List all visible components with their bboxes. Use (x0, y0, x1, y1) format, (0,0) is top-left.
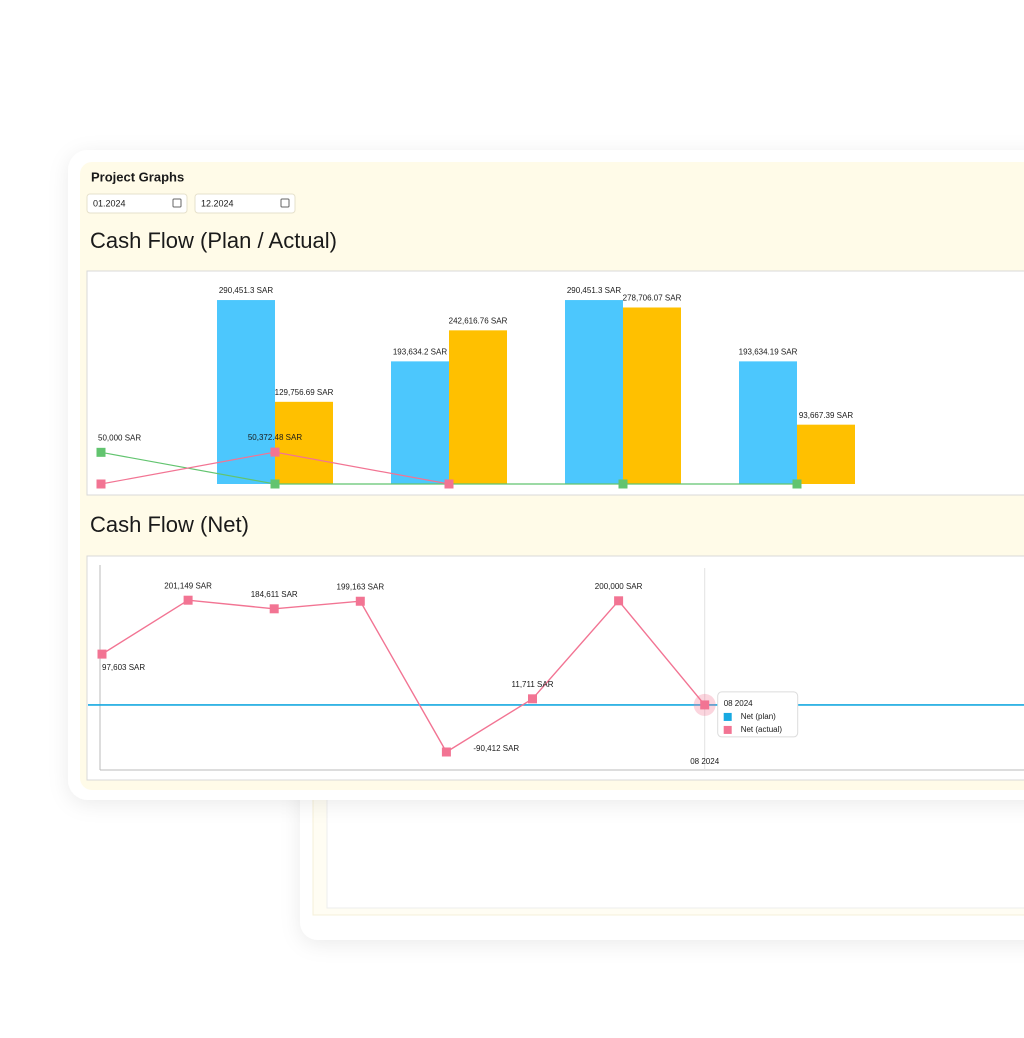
legend-label: Net (plan) (741, 712, 776, 721)
marker (614, 596, 624, 606)
marker (96, 479, 106, 489)
data-label: 50,000 SAR (98, 433, 141, 442)
chart-title: Cash Flow (Plan / Actual) (90, 228, 337, 253)
bar (623, 307, 681, 484)
chart-frame (86, 555, 1024, 781)
data-label: 97,603 SAR (102, 663, 145, 672)
input-box[interactable] (194, 193, 296, 214)
bar (275, 401, 333, 484)
data-label: 200,000 SAR (595, 582, 643, 591)
data-label: 129,756.69 SAR (275, 388, 334, 397)
legend-swatch (723, 725, 732, 734)
marker (700, 700, 710, 710)
calendar-icon[interactable] (280, 198, 290, 208)
plan-actual-chart: 290,451.3 SAR 193,634.2 SAR 290,451.3 SAR 1… (96, 286, 855, 489)
date-from-input[interactable]: 01.2024 (86, 193, 188, 214)
legend-label: Net (actual) (741, 725, 783, 734)
data-label: 290,451.3 SAR (567, 286, 621, 295)
input-value: 12.2024 (201, 198, 234, 208)
bar (449, 330, 507, 484)
page-title: Project Graphs (91, 169, 184, 184)
data-label: 184,611 SAR (251, 590, 298, 599)
x-tick-label: 08 2024 (690, 757, 719, 766)
bar (565, 300, 623, 484)
bar (739, 361, 797, 484)
data-label: 199,163 SAR (337, 582, 385, 591)
data-label: 11,711 SAR (512, 680, 554, 689)
data-label: -90,412 SAR (473, 744, 519, 753)
marker (528, 694, 537, 704)
legend-swatch (723, 712, 732, 721)
bar (217, 300, 275, 484)
data-label: 93,667.39 SAR (799, 411, 853, 420)
marker (441, 747, 451, 757)
marker (96, 447, 106, 457)
marker (269, 604, 279, 614)
input-box[interactable] (86, 193, 188, 214)
net-chart: 97,603 SAR 201,149 SAR 184,611 SAR 199,163 … (88, 565, 1024, 771)
date-to-input[interactable]: 12.2024 (194, 193, 296, 214)
data-label: 242,616.76 SAR (449, 316, 508, 325)
bar (797, 424, 855, 484)
marker (270, 447, 280, 457)
data-label: 201,149 SAR (164, 581, 212, 590)
marker (792, 479, 802, 489)
data-label: 50,372.48 SAR (248, 433, 302, 442)
marker (444, 479, 454, 489)
data-label: 290,451.3 SAR (219, 286, 273, 295)
tooltip (717, 691, 799, 738)
tooltip-title: 08 2024 (724, 699, 753, 708)
marker (618, 479, 628, 489)
data-label: 278,706.07 SAR (623, 294, 682, 303)
data-label: 193,634.2 SAR (393, 347, 447, 356)
data-label: 193,634.19 SAR (739, 347, 798, 356)
marker (97, 649, 107, 659)
marker (183, 595, 193, 605)
marker (270, 479, 280, 489)
calendar-icon[interactable] (172, 198, 182, 208)
input-value: 01.2024 (93, 198, 126, 208)
chart-title: Cash Flow (Net) (90, 512, 249, 537)
line (101, 599, 706, 753)
bar (391, 361, 449, 484)
marker (355, 596, 365, 606)
